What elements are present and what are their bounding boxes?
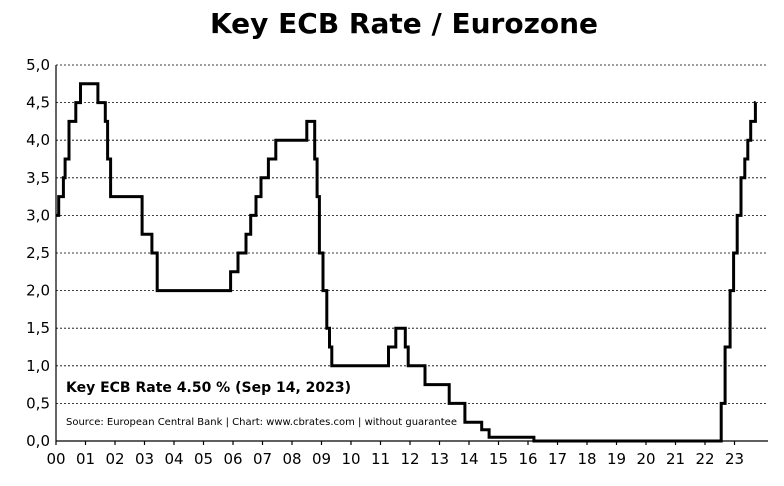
x-tick-label: 19 xyxy=(607,450,626,468)
x-tick-label: 07 xyxy=(253,450,272,468)
x-tick-label: 23 xyxy=(725,450,744,468)
x-axis-tick-labels: 00 01 02 03 04 05 06 07 08 09 10 11 12 13 14 15 16 17 18 19… xyxy=(46,450,744,468)
x-tick-label: 03 xyxy=(135,450,154,468)
y-tick-label: 2,5 xyxy=(26,244,50,262)
grid-lines xyxy=(56,64,768,404)
x-tick-label: 20 xyxy=(636,450,655,468)
x-tick-label: 10 xyxy=(341,450,360,468)
x-tick-label: 18 xyxy=(577,450,596,468)
x-tick-label: 11 xyxy=(371,450,390,468)
y-tick-label: 3,0 xyxy=(26,206,50,224)
x-tick-label: 16 xyxy=(518,450,537,468)
x-tick-label: 08 xyxy=(282,450,301,468)
y-axis-tick-labels: 0,0 0,5 1,0 1,5 2,0 2,5 3,0 3,5 4,0 4,5 5,0 xyxy=(26,56,50,450)
x-tick-label: 22 xyxy=(695,450,714,468)
x-tick-label: 09 xyxy=(312,450,331,468)
x-tick-label: 13 xyxy=(430,450,449,468)
y-tick-label: 3,5 xyxy=(26,169,50,187)
x-tick-label: 06 xyxy=(223,450,242,468)
x-tick-label: 17 xyxy=(548,450,567,468)
y-tick-label: 4,5 xyxy=(26,94,50,112)
y-tick-label: 1,0 xyxy=(26,357,50,375)
y-tick-label: 0,5 xyxy=(26,394,50,412)
source-note: Source: European Central Bank | Chart: w… xyxy=(66,417,457,428)
y-tick-label: 0,0 xyxy=(26,432,50,450)
y-tick-label: 4,0 xyxy=(26,131,50,149)
current-rate-annotation: Key ECB Rate 4.50 % (Sep 14, 2023) xyxy=(66,380,351,396)
y-tick-label: 2,0 xyxy=(26,282,50,300)
key-rate-series-line xyxy=(56,82,757,443)
x-tick-label: 15 xyxy=(489,450,508,468)
x-tick-label: 05 xyxy=(194,450,213,468)
x-tick-label: 02 xyxy=(105,450,124,468)
y-tick-label: 1,5 xyxy=(26,319,50,337)
y-tick-label: 5,0 xyxy=(26,56,50,74)
x-tick-label: 14 xyxy=(459,450,478,468)
x-tick-label: 12 xyxy=(400,450,419,468)
x-tick-label: 01 xyxy=(76,450,95,468)
x-tick-label: 04 xyxy=(164,450,183,468)
x-tick-label: 00 xyxy=(46,450,65,468)
x-tick-label: 21 xyxy=(666,450,685,468)
chart-title: Key ECB Rate / Eurozone xyxy=(210,7,598,40)
